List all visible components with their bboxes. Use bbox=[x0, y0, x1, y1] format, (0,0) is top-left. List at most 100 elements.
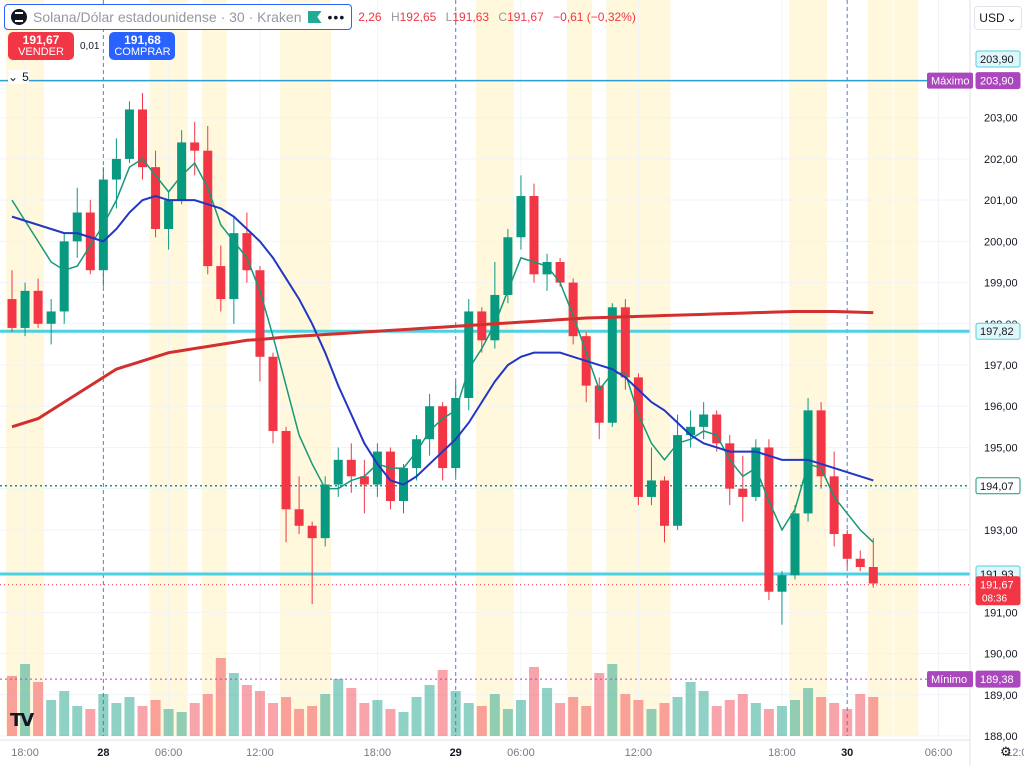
indicators-count: 5 bbox=[22, 70, 29, 84]
x-tick-label: 18:00 bbox=[364, 747, 392, 759]
indicators-toggle[interactable]: ⌄ 5 bbox=[8, 70, 29, 84]
price-label-box bbox=[975, 576, 1021, 606]
candle-body bbox=[164, 200, 174, 229]
x-tick-label: 12:0 bbox=[1006, 747, 1024, 759]
volume-bar bbox=[489, 694, 500, 736]
flag-icon[interactable] bbox=[307, 11, 322, 23]
volume-bar bbox=[20, 664, 31, 736]
price-label-value: 197,82 bbox=[980, 326, 1014, 338]
volume-bar bbox=[790, 700, 800, 736]
session-band bbox=[280, 0, 332, 736]
candle-body bbox=[542, 261, 552, 275]
candle-body bbox=[829, 476, 839, 535]
candle-body bbox=[372, 451, 382, 485]
buy-price: 191,68 bbox=[124, 33, 161, 47]
volume-bar bbox=[333, 679, 344, 736]
candle-body bbox=[646, 480, 656, 497]
volume-bar bbox=[7, 676, 17, 736]
candle-body bbox=[281, 430, 291, 510]
volume-bar bbox=[398, 712, 409, 736]
y-tick-label: 197,00 bbox=[984, 360, 1018, 372]
gear-icon[interactable]: ⚙ bbox=[1000, 744, 1012, 759]
y-tick-label: 202,00 bbox=[984, 154, 1018, 166]
candle-body bbox=[333, 459, 343, 485]
ohlc-values: 2,26 H192,65 L191,63 C191,67 −0,61 (−0,3… bbox=[358, 10, 636, 24]
volume-bar bbox=[607, 664, 618, 736]
candle-body bbox=[7, 299, 17, 328]
session-band bbox=[867, 0, 893, 736]
candle-body bbox=[346, 459, 356, 477]
sell-button[interactable]: 191,67 VENDER bbox=[8, 32, 74, 60]
change-value: −0,61 (−0,32%) bbox=[553, 10, 636, 24]
volume-bar bbox=[437, 670, 448, 736]
sell-label: VENDER bbox=[18, 46, 64, 58]
x-tick-label: 12:00 bbox=[246, 747, 274, 759]
tradingview-logo-icon[interactable]: TV bbox=[10, 710, 34, 731]
candle-body bbox=[686, 426, 696, 436]
candle-body bbox=[555, 261, 565, 283]
volume-bar bbox=[672, 697, 683, 736]
candle-body bbox=[385, 451, 395, 502]
candle-body bbox=[764, 447, 774, 592]
top-price-box bbox=[975, 50, 1021, 68]
candle-body bbox=[816, 410, 826, 477]
candle-body bbox=[72, 212, 82, 242]
price-label-value: 189,38 bbox=[980, 674, 1014, 686]
candle-body bbox=[699, 414, 709, 427]
volume-bar bbox=[502, 709, 513, 736]
y-tick-label: 201,00 bbox=[984, 195, 1018, 207]
candle-body bbox=[216, 266, 226, 300]
volume-bar bbox=[294, 709, 305, 736]
candle-body bbox=[464, 311, 474, 398]
candle-body bbox=[294, 509, 304, 526]
volume-bar bbox=[529, 667, 539, 736]
volume-bar bbox=[150, 700, 161, 736]
volume-bar bbox=[268, 703, 278, 736]
x-tick-label: 18:00 bbox=[11, 747, 39, 759]
volume-bar bbox=[750, 703, 761, 736]
ma-blue-line bbox=[11, 194, 874, 486]
volume-bar bbox=[476, 706, 487, 736]
volume-bar bbox=[307, 706, 318, 736]
price-label-countdown: 08:36 bbox=[982, 594, 1007, 605]
candle-body bbox=[268, 356, 278, 431]
chevron-down-icon: ⌄ bbox=[8, 70, 19, 84]
volume-bar bbox=[346, 688, 357, 736]
volume-bar bbox=[241, 685, 252, 736]
low-value: 191,63 bbox=[452, 10, 490, 24]
candle-body bbox=[725, 443, 735, 489]
candle-body bbox=[59, 241, 69, 312]
sell-price: 191,67 bbox=[22, 33, 60, 47]
ma-green-line bbox=[11, 157, 874, 543]
candle-body bbox=[255, 270, 265, 357]
candle-body bbox=[425, 406, 435, 440]
candle-body bbox=[190, 142, 200, 151]
volume-bar bbox=[515, 700, 526, 736]
more-dots-icon[interactable]: ••• bbox=[327, 9, 346, 25]
volume-bar bbox=[385, 709, 396, 736]
volume-bar bbox=[254, 691, 265, 736]
candle-body bbox=[855, 558, 865, 567]
buy-button[interactable]: 191,68 COMPRAR bbox=[109, 32, 176, 60]
open-value: 2,26 bbox=[358, 10, 382, 24]
volume-bar bbox=[85, 709, 96, 736]
candle-body bbox=[307, 525, 317, 539]
volume-bar bbox=[568, 697, 579, 736]
candle-body bbox=[451, 398, 461, 469]
candle-body bbox=[438, 406, 448, 469]
x-tick-label: 28 bbox=[97, 747, 109, 759]
volume-bar bbox=[281, 697, 292, 736]
candle-body bbox=[124, 109, 134, 159]
currency-selector[interactable]: USD ⌄ bbox=[974, 6, 1022, 30]
currency-label: USD bbox=[979, 11, 1005, 25]
volume-bar bbox=[137, 706, 148, 736]
volume-bar bbox=[868, 697, 879, 736]
x-tick-label: 06:00 bbox=[507, 747, 535, 759]
price-label-box bbox=[975, 72, 1021, 90]
x-tick-label: 30 bbox=[841, 747, 853, 759]
candle-body bbox=[490, 294, 500, 341]
symbol-box[interactable]: Solana/Dólar estadounidense · 30 · Krake… bbox=[4, 4, 353, 30]
volume-bar bbox=[189, 703, 200, 736]
y-tick-label: 191,00 bbox=[984, 607, 1018, 619]
